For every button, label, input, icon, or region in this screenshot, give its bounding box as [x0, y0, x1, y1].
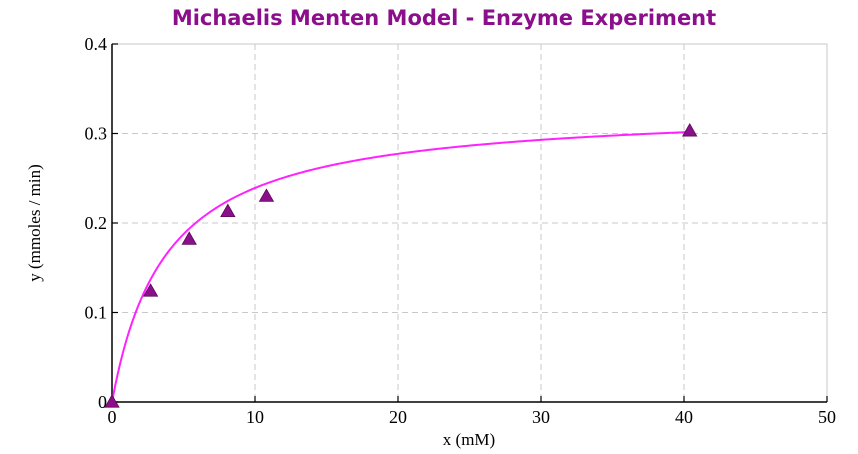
y-tick-label: 0.1 [85, 303, 108, 323]
ticks [111, 43, 828, 403]
y-tick-label: 0.2 [85, 213, 108, 233]
y-tick-label: 0.3 [85, 124, 108, 144]
data-point [258, 188, 275, 202]
y-tick-label: 0.4 [85, 34, 108, 54]
data-points [104, 123, 698, 408]
data-point [181, 231, 197, 245]
data-point [104, 394, 120, 408]
x-tick-label: 30 [532, 407, 550, 427]
x-tick-label: 50 [818, 407, 836, 427]
fit-curve [111, 131, 690, 403]
data-point [682, 123, 698, 137]
chart-title: Michaelis Menten Model - Enzyme Experime… [172, 6, 716, 30]
plot-frame [111, 43, 828, 403]
y-tick-label: 0 [98, 392, 107, 412]
x-tick-label: 20 [389, 407, 407, 427]
data-point [142, 283, 159, 297]
x-tick-label: 10 [246, 407, 264, 427]
x-tick-label: 0 [108, 407, 117, 427]
y-axis-label: y (mmoles / min) [25, 164, 44, 282]
x-tick-labels: 0 10 20 30 40 50 [108, 407, 837, 427]
grid [112, 44, 827, 402]
data-point [220, 203, 236, 218]
y-tick-labels: 0 0.1 0.2 0.3 0.4 [85, 34, 108, 412]
x-axis-label: x (mM) [443, 430, 495, 449]
x-tick-label: 40 [675, 407, 693, 427]
